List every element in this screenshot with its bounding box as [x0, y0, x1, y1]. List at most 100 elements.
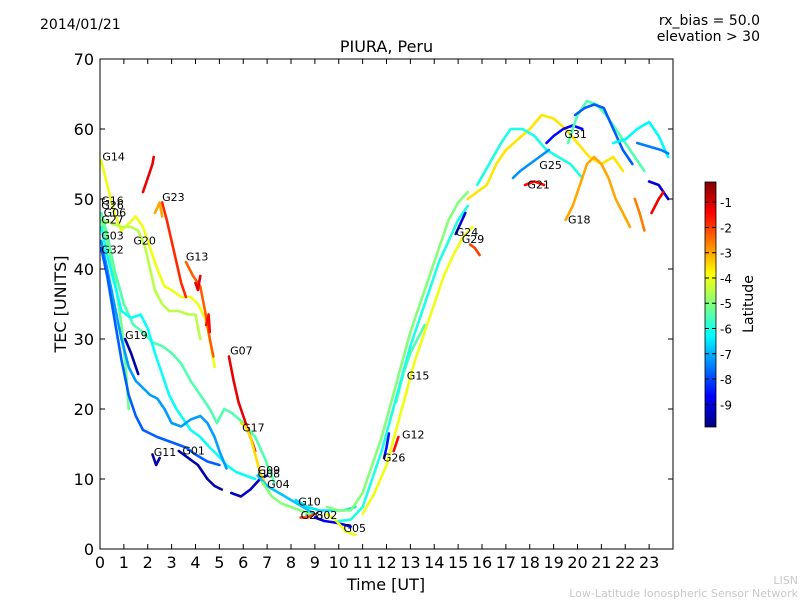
colorbar-tick-label-4: -5: [720, 297, 732, 311]
chart-title: PIURA, Peru: [339, 37, 434, 56]
sat-label-g27: G27: [101, 214, 124, 227]
sat-label-g11: G11: [154, 446, 177, 459]
latitude-colorbar: [704, 181, 717, 428]
colorbar-tick-label-0: -1: [720, 196, 732, 210]
y-tick-label-3: 30: [74, 330, 94, 349]
series-line-g08: [256, 474, 317, 516]
sat-label-g28: G28: [301, 509, 324, 522]
sat-label-g16: G16: [101, 195, 124, 208]
y-tick-label-0: 0: [84, 540, 94, 559]
series-line-g22: [153, 201, 164, 218]
y-tick-label-7: 70: [74, 50, 94, 69]
series-line-day-4: [612, 120, 670, 159]
series-line-g11: [151, 453, 161, 467]
x-axis-label: Time [UT]: [346, 575, 425, 594]
x-tick-label-14: 14: [424, 553, 444, 572]
sat-label-g07: G07: [230, 344, 253, 357]
x-tick-label-19: 19: [543, 553, 563, 572]
sat-label-g24: G24: [456, 226, 479, 239]
series-line-g20: [101, 218, 202, 341]
x-tick-label-17: 17: [496, 553, 516, 572]
x-tick-label-4: 4: [190, 553, 200, 572]
date-label: 2014/01/21: [40, 17, 121, 33]
sat-label-g21: G21: [527, 179, 550, 192]
series-line-g19: [123, 337, 140, 376]
y-tick-label-6: 60: [74, 120, 94, 139]
series-line-g29: [468, 243, 481, 257]
x-tick-label-1: 1: [119, 553, 129, 572]
colorbar-tick-label-5: -6: [720, 322, 732, 336]
sat-label-g23: G23: [162, 191, 185, 204]
sat-label-g26: G26: [383, 452, 406, 465]
x-tick-label-22: 22: [615, 553, 635, 572]
x-tick-label-15: 15: [448, 553, 468, 572]
series-line-g21: [523, 180, 546, 187]
series-line-g13: [184, 260, 215, 358]
series-line-g12: [392, 435, 400, 453]
sat-label-g01: G01: [182, 445, 205, 458]
x-tick-label-3: 3: [167, 553, 177, 572]
sat-label-g03: G03: [101, 230, 124, 243]
sat-label-g02: G02: [315, 509, 338, 522]
series-line-g23: [160, 201, 188, 299]
series-line-g31: [545, 124, 584, 145]
footer-lisn: LISN: [773, 574, 798, 587]
sat-label-g20: G20: [133, 235, 156, 248]
colorbar-label: Latitude: [741, 275, 757, 333]
sat-label-g18: G18: [568, 214, 591, 227]
x-tick-label-13: 13: [400, 553, 420, 572]
plot-frame: [99, 58, 674, 550]
series-line-g24: [454, 211, 467, 236]
y-axis-label: TEC [UNITS]: [51, 256, 70, 354]
series-line-rise-2: [337, 204, 469, 523]
series-line-day-5: [635, 141, 670, 155]
x-tick-label-2: 2: [143, 553, 153, 572]
series-line-g17: [239, 421, 266, 484]
series-layer: [99, 99, 670, 537]
sat-label-g08: G08: [258, 468, 281, 481]
series-line-g26-ev: [382, 432, 391, 460]
series-line-tail-1: [647, 180, 670, 201]
y-tick-label-5: 50: [74, 190, 94, 209]
sat-label-g04: G04: [267, 478, 290, 491]
series-line-rise-3: [361, 225, 474, 516]
colorbar-ticks: -1 -2 -3 -4 -5 -6 -7 -8 -9: [705, 196, 732, 412]
x-tick-label-20: 20: [567, 553, 587, 572]
x-tick-label-8: 8: [286, 553, 296, 572]
series-line-g28: [299, 512, 317, 519]
elevation-note: elevation > 30: [656, 29, 760, 45]
series-line-g03: [99, 239, 228, 470]
series-line-g14: [99, 159, 216, 369]
y-tick-label-2: 20: [74, 400, 94, 419]
x-tick-label-6: 6: [238, 553, 248, 572]
x-tick-label-11: 11: [352, 553, 372, 572]
sat-label-g29: G29: [462, 233, 485, 246]
series-line-tail-3: [633, 197, 646, 232]
series-line-g29-early: [204, 313, 212, 334]
sat-label-g19: G19: [125, 329, 148, 342]
series-line-g32: [99, 246, 221, 467]
colorbar-tick-label-7: -8: [720, 373, 732, 387]
sat-label-g14: G14: [102, 151, 125, 164]
series-line-g21-early: [141, 155, 155, 194]
sat-label-g17: G17: [242, 421, 265, 434]
sat-label-g13: G13: [186, 251, 209, 264]
colorbar-tick-label-6: -7: [720, 348, 732, 362]
series-line-g30: [194, 274, 202, 292]
sat-label-g25: G25: [539, 159, 562, 172]
x-tick-label-0: 0: [95, 553, 105, 572]
footer-network-name: Low-Latitude Ionospheric Sensor Network: [569, 587, 798, 600]
colorbar-tick-label-1: -2: [720, 221, 732, 235]
series-line-g25: [511, 148, 551, 180]
series-line-g05: [325, 512, 357, 537]
x-tick-label-5: 5: [214, 553, 224, 572]
sat-label-g32: G32: [101, 244, 124, 257]
sat-label-g06: G06: [104, 207, 127, 220]
sat-label-g15: G15: [407, 370, 430, 383]
series-line-tail-2: [650, 190, 665, 215]
sat-label-g12: G12: [402, 428, 425, 441]
series-line-day-2: [475, 127, 584, 187]
rx-bias-note: rx_bias = 50.0: [658, 13, 760, 29]
y-tick-label-1: 10: [74, 470, 94, 489]
